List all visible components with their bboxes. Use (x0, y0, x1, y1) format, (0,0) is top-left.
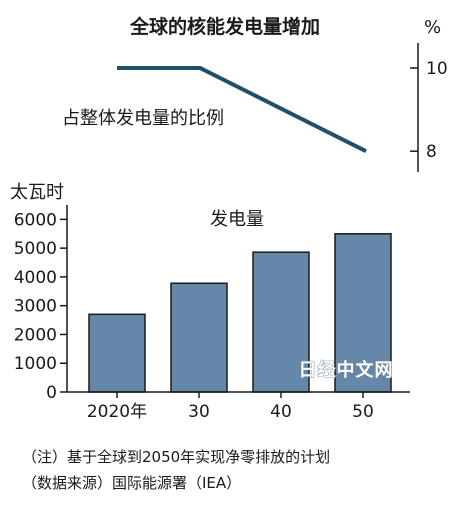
line-y-ticks: 10 8 (410, 59, 448, 162)
bar-x-tick-label: 40 (270, 402, 292, 422)
bar-y-tick-label: 6000 (14, 210, 57, 230)
line-y-tick-label: 10 (426, 59, 448, 79)
line-y-tick-label: 8 (426, 142, 437, 162)
bar-x-tick-labels: 2020年 30 40 50 (87, 392, 374, 422)
bar-x-tick-label: 50 (352, 402, 374, 422)
bar-y-tick-label: 4000 (14, 268, 57, 288)
bar-y-tick-label: 3000 (14, 297, 57, 317)
bar-y-tick-label: 1000 (14, 354, 57, 374)
note-text: （注）基于全球到2050年实现净零排放的计划 (22, 448, 330, 466)
bar-2020年 (88, 313, 146, 393)
bar-y-tick-label: 0 (46, 383, 57, 403)
bar-unit-label: 太瓦时 (10, 182, 64, 203)
share-line-series (117, 65, 367, 153)
bar-30 (170, 282, 228, 393)
bar-40 (252, 251, 310, 393)
bar-y-tick-label: 5000 (14, 239, 57, 259)
bar-y-ticks: 0 1000 2000 3000 4000 5000 6000 (14, 210, 67, 403)
bar-50 (334, 233, 392, 393)
source-text: （数据来源）国际能源署（IEA） (22, 474, 241, 492)
bar-series (88, 233, 392, 393)
line-unit-label: % (424, 17, 441, 38)
bar-x-tick-label: 2020年 (87, 402, 147, 422)
bar-x-tick-label: 30 (188, 402, 210, 422)
chart-title: 全球的核能发电量增加 (129, 15, 320, 38)
watermark: 日经中文网 (299, 359, 394, 381)
line-series-label: 占整体发电量的比例 (62, 108, 224, 129)
bar-y-tick-label: 2000 (14, 325, 57, 345)
bar-series-label: 发电量 (210, 209, 264, 230)
